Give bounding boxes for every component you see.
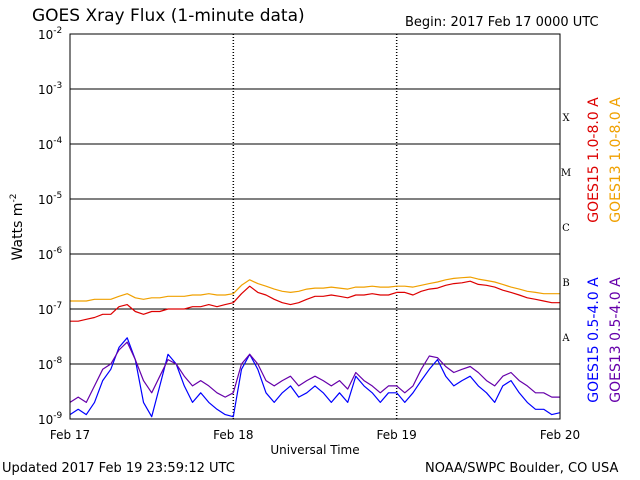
series-layer (69, 276, 561, 418)
y-tick-labels: 10-210-310-410-510-610-710-810-9 (38, 26, 63, 427)
y-tick-base: 10 (38, 413, 53, 427)
x-tick-label: Feb 18 (213, 428, 253, 442)
chart-title: GOES Xray Flux (1-minute data) (32, 6, 305, 26)
y-axis-label-group: Watts m-2 (9, 194, 26, 261)
y-tick-label: 10-3 (38, 81, 62, 97)
y-tick-exp: -9 (53, 411, 62, 421)
x-axis-label: Universal Time (270, 443, 359, 457)
x-tick-labels: Feb 17 Feb 18 Feb 19 Feb 20 (50, 428, 580, 442)
series-line (69, 337, 561, 418)
flare-class-label: X (562, 113, 570, 124)
legend-entry: GOES15 0.5-4.0 A (586, 277, 602, 403)
y-tick-label: 10-7 (38, 301, 62, 317)
y-tick-base: 10 (38, 303, 53, 317)
y-tick-base: 10 (38, 248, 53, 262)
y-tick-base: 10 (38, 83, 53, 97)
legend-entry: GOES13 0.5-4.0 A (608, 277, 624, 403)
y-tick-label: 10-6 (38, 246, 63, 262)
y-axis-label-sup: -2 (9, 194, 19, 203)
series-line (70, 276, 560, 302)
x-tick-label: Feb 19 (376, 428, 416, 442)
y-tick-base: 10 (38, 358, 53, 372)
begin-timestamp: Begin: 2017 Feb 17 0000 UTC (405, 15, 599, 30)
y-tick-exp: -6 (53, 246, 62, 256)
flare-class-label: A (561, 333, 570, 344)
flare-class-label: B (562, 278, 569, 289)
flare-class-label: C (562, 223, 570, 234)
y-tick-exp: -7 (53, 301, 62, 311)
x-tick-label: Feb 20 (540, 428, 580, 442)
credit-text: NOAA/SWPC Boulder, CO USA (425, 461, 619, 476)
y-tick-label: 10-4 (38, 136, 63, 152)
series-line (69, 341, 560, 403)
legend: GOES15 1.0-8.0 A GOES13 1.0-8.0 A GOES15 0… (586, 97, 624, 403)
flare-class-label: M (561, 168, 571, 179)
legend-entry: GOES13 1.0-8.0 A (608, 97, 624, 223)
plot-frame (69, 33, 561, 420)
y-tick-exp: -8 (53, 356, 62, 366)
y-axis-label-text: Watts m (10, 203, 26, 261)
y-tick-exp: -5 (53, 191, 62, 201)
y-axis-label: Watts m-2 (9, 194, 26, 261)
y-tick-exp: -3 (53, 81, 62, 91)
y-tick-base: 10 (38, 28, 53, 42)
legend-entry: GOES15 1.0-8.0 A (586, 97, 602, 223)
x-tick-label: Feb 17 (50, 428, 90, 442)
flare-class-labels: X M C B A (561, 113, 571, 344)
series-line (70, 280, 560, 322)
y-tick-label: 10-2 (38, 26, 62, 42)
plot-grid (70, 34, 560, 419)
y-tick-label: 10-5 (38, 191, 62, 207)
y-tick-base: 10 (38, 193, 53, 207)
y-tick-label: 10-9 (38, 411, 63, 427)
updated-timestamp: Updated 2017 Feb 19 23:59:12 UTC (2, 461, 235, 476)
y-tick-exp: -4 (53, 136, 62, 146)
y-tick-base: 10 (38, 138, 53, 152)
y-tick-label: 10-8 (38, 356, 63, 372)
y-tick-exp: -2 (53, 26, 62, 36)
